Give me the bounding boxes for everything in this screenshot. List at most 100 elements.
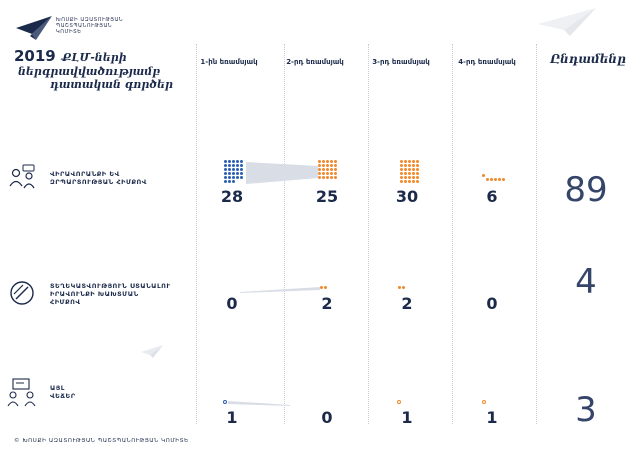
dot-grid-q3 <box>398 286 408 292</box>
case-dot <box>228 176 231 179</box>
total-r2: 4 <box>575 262 597 302</box>
org-name-line3: ԿՈՄԻՏԵ <box>56 29 82 35</box>
case-dot <box>490 178 493 181</box>
case-dot <box>408 172 411 175</box>
case-dot <box>408 176 411 179</box>
case-dot <box>232 168 235 171</box>
column-header-total: Ընդամենը <box>550 52 626 66</box>
case-dot <box>326 160 329 163</box>
case-dot <box>400 168 403 171</box>
case-dot <box>224 176 227 179</box>
case-dot <box>404 176 407 179</box>
case-dot <box>397 400 401 404</box>
dot-grid-q4 <box>482 174 506 184</box>
case-dot <box>236 172 239 175</box>
total-r3: 3 <box>575 390 597 430</box>
column-header-q2: 2-րդ եռամսյակ <box>286 58 344 66</box>
case-dot <box>240 168 243 171</box>
column-divider <box>284 44 285 424</box>
case-dot <box>228 164 231 167</box>
dot-grid-q1 <box>223 400 229 406</box>
column-divider <box>536 44 537 424</box>
case-dot <box>412 176 415 179</box>
dot-grid-q2 <box>320 286 330 292</box>
case-dot <box>416 160 419 163</box>
case-dot <box>322 168 325 171</box>
case-dot <box>408 164 411 167</box>
case-dot <box>324 286 327 289</box>
decorative-plane-icon <box>538 8 596 36</box>
case-dot <box>502 178 505 181</box>
trend-band <box>246 162 318 184</box>
case-dot <box>224 172 227 175</box>
case-dot <box>232 160 235 163</box>
value-r3-q3: 1 <box>401 408 413 427</box>
case-dot <box>318 176 321 179</box>
case-dot <box>412 164 415 167</box>
column-header-q4: 4-րդ եռամսյակ <box>458 58 516 66</box>
case-dot <box>326 176 329 179</box>
case-dot <box>224 164 227 167</box>
logo <box>14 14 54 46</box>
case-dot <box>404 160 407 163</box>
case-dot <box>224 160 227 163</box>
case-dot <box>326 172 329 175</box>
case-dot <box>400 172 403 175</box>
case-dot <box>322 164 325 167</box>
case-dot <box>318 160 321 163</box>
value-r3-q2: 0 <box>321 408 333 427</box>
case-dot <box>330 160 333 163</box>
case-dot <box>412 160 415 163</box>
case-dot <box>330 164 333 167</box>
case-dot <box>398 286 401 289</box>
value-r2-q1: 0 <box>226 294 238 313</box>
org-name: ԽՈՍՔԻ ԱԶԱՏՈՒԹՅԱՆ ՊԱՇՏՊԱՆՈՒԹՅԱՆ ԿՈՄԻՏԵ <box>56 17 123 35</box>
case-dot <box>334 172 337 175</box>
value-r1-q4: 6 <box>486 187 498 206</box>
case-dot <box>334 168 337 171</box>
case-dot <box>416 180 419 183</box>
dot-grid-q3 <box>400 160 422 183</box>
decorative-plane-icon <box>141 345 163 358</box>
case-dot <box>326 164 329 167</box>
value-r1-q2: 25 <box>315 187 339 206</box>
org-name-line2: ՊԱՇՏՊԱՆՈՒԹՅԱՆ <box>56 23 113 29</box>
case-dot <box>412 168 415 171</box>
column-divider <box>368 44 369 424</box>
case-dot <box>408 160 411 163</box>
people-board-icon <box>7 378 36 407</box>
case-dot <box>330 172 333 175</box>
case-dot <box>228 172 231 175</box>
value-r1-q3: 30 <box>395 187 419 206</box>
case-dot <box>334 176 337 179</box>
case-dot <box>404 180 407 183</box>
org-name-line1: ԽՈՍՔԻ ԱԶԱՏՈՒԹՅԱՆ <box>56 17 124 23</box>
case-dot <box>498 178 501 181</box>
value-r2-q2: 2 <box>321 294 333 313</box>
case-dot <box>326 168 329 171</box>
case-dot <box>400 164 403 167</box>
case-dot <box>232 164 235 167</box>
case-dot <box>404 164 407 167</box>
case-dot <box>400 180 403 183</box>
case-dot <box>224 180 227 183</box>
case-dot <box>416 164 419 167</box>
title-line1: ՔԼՄ-ների <box>61 51 127 64</box>
value-r2-q3: 2 <box>401 294 413 313</box>
case-dot <box>236 176 239 179</box>
case-dot <box>318 164 321 167</box>
case-dot <box>320 286 323 289</box>
case-dot <box>400 176 403 179</box>
case-dot <box>334 164 337 167</box>
trend-band <box>228 401 290 406</box>
case-dot <box>240 172 243 175</box>
row-label-access-info: ՏԵՂԵԿԱՏՎՈՒԹՅՈՒՆ ՍՏԱՆԱԼՈՒ ԻՐԱՎՈՒՆՔԻ ԽԱԽՏՄ… <box>50 282 171 306</box>
dot-grid-q4 <box>482 400 488 406</box>
title-line2: ներգրավվածությամբ <box>18 65 160 78</box>
total-r1: 89 <box>564 170 608 210</box>
dot-grid-q1 <box>224 160 246 183</box>
case-dot <box>330 176 333 179</box>
footer-copyright: © ԽՈՍՔԻ ԱԶԱՏՈՒԹՅԱՆ ՊԱՇՏՊԱՆՈՒԹՅԱՆ ԿՈՄԻՏԵ <box>14 438 189 444</box>
case-dot <box>223 400 227 404</box>
value-r3-q4: 1 <box>486 408 498 427</box>
